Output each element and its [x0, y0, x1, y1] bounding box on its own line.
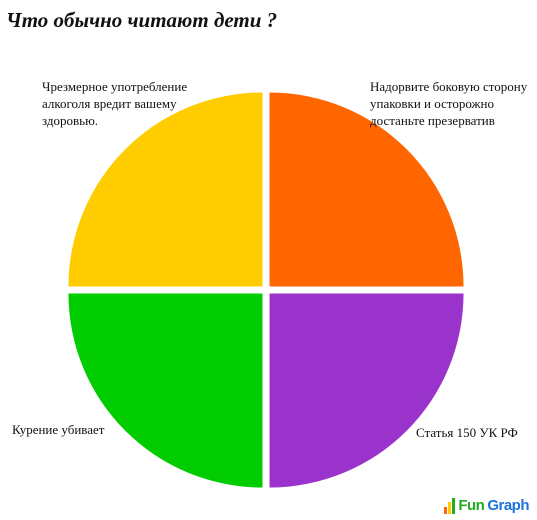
logo-bars-icon [444, 498, 456, 514]
pie-slice-top-left [68, 92, 263, 287]
logo-text-fun: Fun [458, 497, 485, 514]
chart-title: Что обычно читают дети ? [6, 8, 278, 32]
pie-slice-bottom-left [68, 293, 263, 488]
pie-slice-top-right [269, 92, 464, 287]
slice-label-bottom-left: Курение убивает [12, 422, 105, 437]
fungraph-logo[interactable]: Fun Graph [444, 497, 529, 514]
slice-label-bottom-right: Статья 150 УК РФ [416, 425, 518, 440]
slice-label-top-right: Надорвите боковую сторону упаковки и ост… [370, 79, 528, 128]
pie-slice-bottom-right [269, 293, 464, 488]
slice-label-top-left: Чрезмерное употребление алкоголя вредит … [42, 79, 188, 128]
logo-text-graph: Graph [487, 497, 529, 514]
